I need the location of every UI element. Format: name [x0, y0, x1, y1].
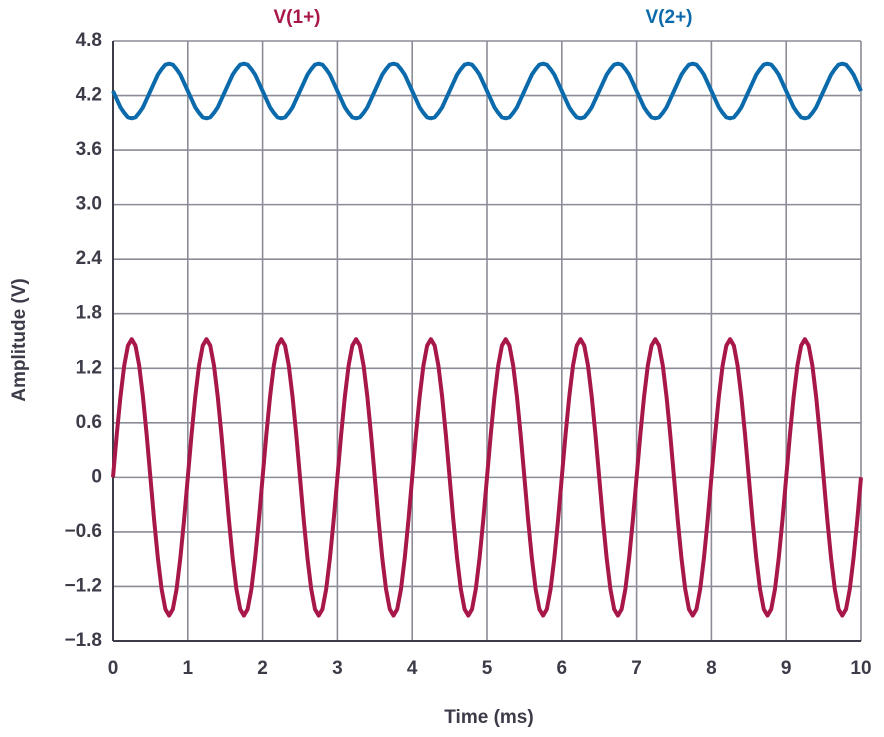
x-tick-label: 5 — [482, 658, 493, 679]
y-tick-label: 1.2 — [76, 357, 102, 378]
y-tick-label: 3.6 — [76, 139, 102, 160]
line-series — [111, 337, 863, 618]
x-tick-label: 6 — [557, 658, 568, 679]
x-tick-label: 10 — [850, 658, 871, 679]
y-tick-label: 0.6 — [76, 412, 102, 433]
x-tick-label: 4 — [407, 658, 418, 679]
y-axis-title: Amplitude (V) — [9, 278, 30, 402]
y-tick-label: −1.2 — [64, 575, 102, 596]
y-tick-label: 4.2 — [76, 85, 102, 106]
x-tick-label: 9 — [781, 658, 792, 679]
x-tick-label: 8 — [706, 658, 717, 679]
y-tick-label: 4.8 — [76, 30, 102, 51]
y-tick-label: 1.8 — [76, 303, 102, 324]
x-tick-label: 3 — [332, 658, 343, 679]
legend-label: V(1+) — [274, 7, 321, 28]
x-tick-label: 0 — [108, 658, 119, 679]
y-tick-label: 3.0 — [76, 194, 102, 215]
y-tick-label: −0.6 — [64, 521, 102, 542]
line-series — [111, 61, 863, 121]
x-axis-title: Time (ms) — [444, 707, 533, 728]
legend-label: V(2+) — [646, 7, 693, 28]
x-tick-label: 1 — [183, 658, 194, 679]
y-tick-label: 2.4 — [76, 248, 103, 269]
y-tick-label: 0 — [91, 466, 102, 487]
x-tick-label: 7 — [631, 658, 642, 679]
y-tick-label: −1.8 — [64, 630, 102, 651]
x-tick-label: 2 — [257, 658, 268, 679]
